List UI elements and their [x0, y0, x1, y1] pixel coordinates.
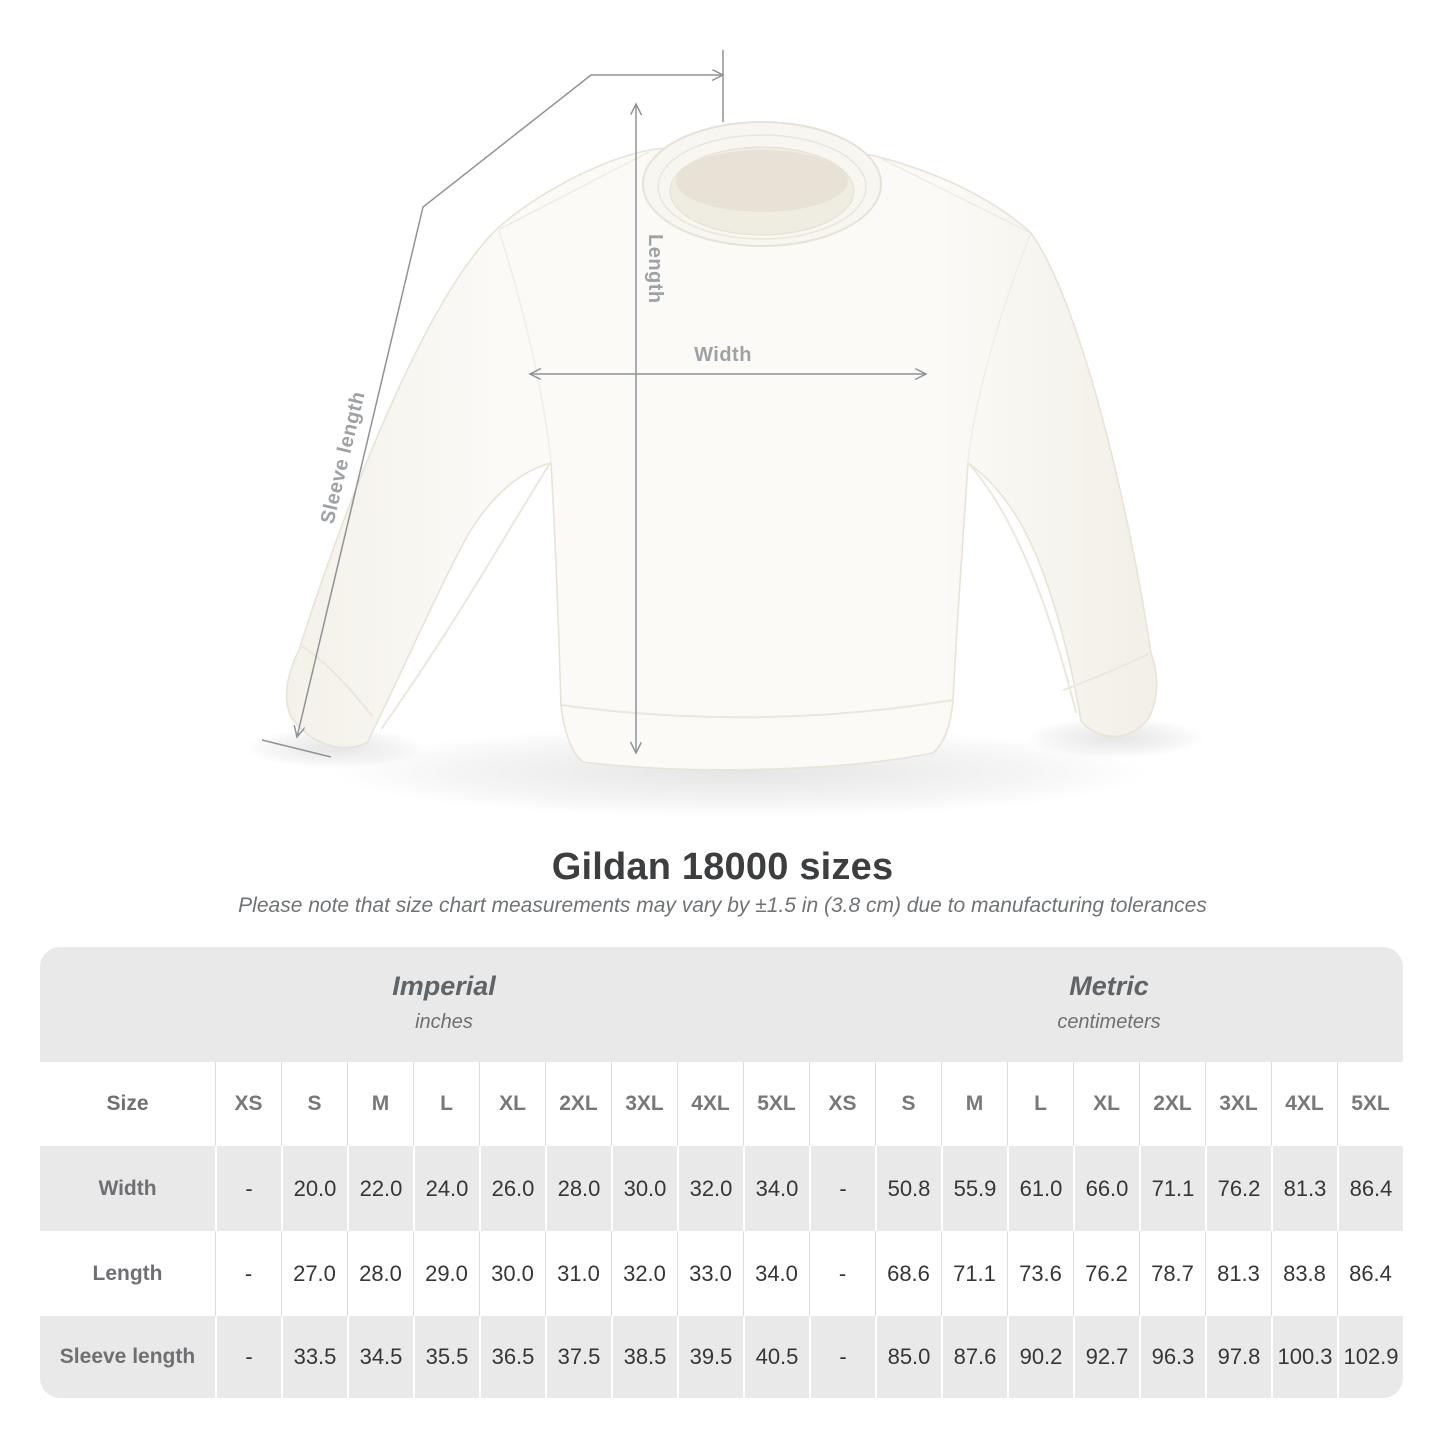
- row-label: Width: [98, 1176, 157, 1200]
- measurement-cell: 34.5: [347, 1316, 413, 1398]
- unit-group-header: Imperial inches Metric centimeters: [40, 947, 1403, 1062]
- measurement-cell: 34.0: [743, 1146, 809, 1231]
- measurement-cell: 32.0: [677, 1146, 743, 1231]
- measurement-cell: 92.7: [1073, 1316, 1139, 1398]
- size-header-row: Size XS S M L XL 2XL 3XL 4XL 5XL XS S M L XL 2XL 3XL 4XL 5…: [40, 1062, 1403, 1146]
- measurement-cell: 37.5: [545, 1316, 611, 1398]
- measurement-cell: 30.0: [611, 1146, 677, 1231]
- measurement-cell: 28.0: [545, 1146, 611, 1231]
- size-column-header: 2XL: [1139, 1062, 1205, 1146]
- imperial-unit-label: inches: [415, 1011, 473, 1033]
- cuff-tick-line: [261, 739, 332, 758]
- measurement-cell: 83.8: [1271, 1231, 1337, 1316]
- measurement-cell: 33.0: [677, 1231, 743, 1316]
- measurement-cell: 31.0: [545, 1231, 611, 1316]
- measurement-row: Width -20.0 22.0 24.0 26.0 28.0 30.0 32.0 34.0-5…: [40, 1146, 1403, 1231]
- size-column-header: XL: [479, 1062, 545, 1146]
- measurement-cell: 35.5: [413, 1316, 479, 1398]
- sweatshirt-measurement-diagram: Sleeve length Length Width: [245, 50, 1205, 818]
- measurement-row: Sleeve length -33.5 34.5 35.5 36.5 37.5 38.5 39…: [40, 1316, 1403, 1398]
- measurement-cell: 71.1: [941, 1231, 1007, 1316]
- size-column-header: S: [875, 1062, 941, 1146]
- row-label: Sleeve length: [59, 1345, 196, 1368]
- measurement-cell: 87.6: [941, 1316, 1007, 1398]
- measurement-cell: 22.0: [347, 1146, 413, 1231]
- measurement-cell: 20.0: [281, 1146, 347, 1231]
- measurement-cell: 27.0: [281, 1231, 347, 1316]
- measurement-cell: 85.0: [875, 1316, 941, 1398]
- measurement-cell: 68.6: [875, 1231, 941, 1316]
- measurement-cell: 86.4: [1337, 1231, 1403, 1316]
- measurement-cell: 100.3: [1271, 1316, 1337, 1398]
- measurement-cell: 66.0: [1073, 1146, 1139, 1231]
- measurement-cell: 29.0: [413, 1231, 479, 1316]
- measurement-cell: 78.7: [1139, 1231, 1205, 1316]
- measurement-cell: 76.2: [1205, 1146, 1271, 1231]
- measurement-cell: 71.1: [1139, 1146, 1205, 1231]
- size-column-header: 4XL: [677, 1062, 743, 1146]
- size-table: Imperial inches Metric centimeters Size X…: [40, 947, 1403, 1398]
- row-label: Length: [92, 1261, 163, 1285]
- measurement-cell: 26.0: [479, 1146, 545, 1231]
- measurement-cell: -: [215, 1316, 281, 1398]
- size-column-header: 3XL: [611, 1062, 677, 1146]
- length-dimension: Length: [636, 104, 666, 753]
- imperial-group-label: Imperial: [392, 971, 496, 1001]
- measurement-cell: 102.9: [1337, 1316, 1403, 1398]
- measurement-cell: 55.9: [941, 1146, 1007, 1231]
- size-column-header: 2XL: [545, 1062, 611, 1146]
- measurement-cell: 36.5: [479, 1316, 545, 1398]
- measurement-cell: 97.8: [1205, 1316, 1271, 1398]
- size-column-header: XL: [1073, 1062, 1139, 1146]
- size-column-header: 5XL: [1337, 1062, 1403, 1146]
- size-column-header: S: [281, 1062, 347, 1146]
- length-label: Length: [644, 234, 666, 304]
- size-header-cell: Size: [106, 1092, 149, 1115]
- measurement-cell: 40.5: [743, 1316, 809, 1398]
- measurement-cell: 32.0: [611, 1231, 677, 1316]
- tolerance-note: Please note that size chart measurements…: [238, 894, 1207, 917]
- measurement-cell: 38.5: [611, 1316, 677, 1398]
- measurement-cell: 61.0: [1007, 1146, 1073, 1231]
- measurement-cell: 96.3: [1139, 1316, 1205, 1398]
- width-dimension: Width: [530, 344, 926, 374]
- measurement-cell: 33.5: [281, 1316, 347, 1398]
- size-column-header: M: [941, 1062, 1007, 1146]
- measurement-cell: 73.6: [1007, 1231, 1073, 1316]
- measurement-cell: 24.0: [413, 1146, 479, 1231]
- measurement-cell: 81.3: [1205, 1231, 1271, 1316]
- measurement-cell: 28.0: [347, 1231, 413, 1316]
- measurement-cell: 86.4: [1337, 1146, 1403, 1231]
- size-column-header: 3XL: [1205, 1062, 1271, 1146]
- page-title: Gildan 18000 sizes: [551, 846, 894, 888]
- measurement-cell: 90.2: [1007, 1316, 1073, 1398]
- measurement-cell: 39.5: [677, 1316, 743, 1398]
- measurement-cell: 76.2: [1073, 1231, 1139, 1316]
- measurement-cell: 30.0: [479, 1231, 545, 1316]
- size-column-header: L: [413, 1062, 479, 1146]
- metric-unit-label: centimeters: [1057, 1011, 1161, 1033]
- size-column-header: XS: [809, 1062, 875, 1146]
- size-column-header: XS: [215, 1062, 281, 1146]
- size-column-header: L: [1007, 1062, 1073, 1146]
- measurement-cell: 34.0: [743, 1231, 809, 1316]
- crewneck-collar: [642, 121, 882, 247]
- measurement-cell: -: [809, 1231, 875, 1316]
- measurement-cell: -: [215, 1146, 281, 1231]
- measurement-cell: 50.8: [875, 1146, 941, 1231]
- measurement-cell: -: [809, 1316, 875, 1398]
- garment-shadow: [245, 718, 1205, 818]
- metric-group-label: Metric: [1069, 971, 1149, 1001]
- measurement-cell: 81.3: [1271, 1146, 1337, 1231]
- size-column-header: M: [347, 1062, 413, 1146]
- measurement-cell: -: [215, 1231, 281, 1316]
- width-label: Width: [694, 344, 752, 366]
- measurement-row: Length -27.0 28.0 29.0 30.0 31.0 32.0 33.0 34.0-…: [40, 1231, 1403, 1316]
- size-column-header: 5XL: [743, 1062, 809, 1146]
- sleeve-length-arrow: [297, 75, 723, 737]
- size-column-header: 4XL: [1271, 1062, 1337, 1146]
- measurement-cell: -: [809, 1146, 875, 1231]
- garment-illustration: [285, 121, 1158, 771]
